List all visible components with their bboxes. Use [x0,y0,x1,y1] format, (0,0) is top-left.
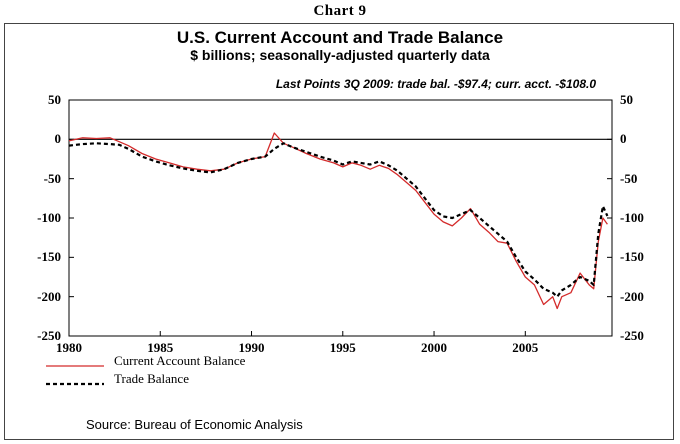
chart-subtitle: $ billions; seasonally-adjusted quarterl… [190,47,490,63]
chart-frame [4,23,674,440]
y-tick-label-right: -50 [620,170,638,186]
y-tick-label-left: -50 [43,170,61,186]
x-tick-label: 1980 [56,340,82,355]
y-tick-label-left: 50 [48,92,61,107]
y-tick-label-left: -100 [37,210,61,225]
legend-trade-balance-label: Trade Balance [114,371,189,386]
current-account-line [68,132,608,310]
last-points-annotation: Last Points 3Q 2009: trade bal. -$97.4; … [275,77,596,91]
y-tick-label-left: -150 [37,249,61,265]
y-tick-label-left: -200 [37,288,61,304]
x-tick-label: 1985 [147,340,174,355]
y-tick-label-right: -250 [620,328,644,343]
y-tick-label-right: -100 [620,210,644,225]
chart-label: Chart 9 [313,3,367,19]
chart-title: U.S. Current Account and Trade Balance [176,28,504,47]
x-tick-label: 2005 [512,340,539,355]
x-tick-label: 1990 [238,340,265,355]
x-tick-label: 2000 [421,340,448,355]
x-tick-label: 1995 [329,340,356,355]
y-tick-label-right: 50 [620,92,633,107]
y-tick-label-right: 0 [620,131,627,147]
trade-balance-line [68,142,609,298]
legend-current-account-label: Current Account Balance [114,353,246,368]
y-tick-label-right: -200 [620,288,644,304]
y-tick-label-left: -250 [37,328,61,343]
y-tick-label-left: 0 [54,131,62,147]
source-note: Source: Bureau of Economic Analysis [86,417,303,432]
y-tick-label-right: -150 [620,249,644,265]
plot-area [68,99,613,337]
